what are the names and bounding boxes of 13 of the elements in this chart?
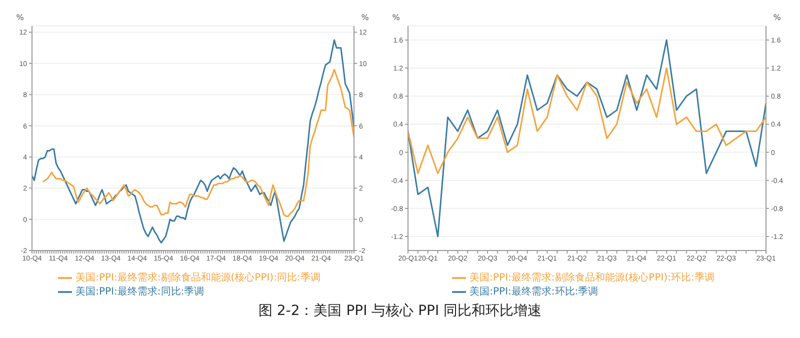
- line-series: [408, 67, 766, 174]
- text: 图 2-2：美国 PPI 与核心 PPI 同比和环比增速: [257, 302, 543, 320]
- y2-axis-title: %: [361, 13, 370, 22]
- line-series: [42, 68, 354, 217]
- legend-label: 美国:PPI:最终需求:剔除食品和能源(核心PPI):同比:季调: [76, 272, 320, 284]
- legend-label: 美国:PPI:最终需求:同比:季调: [76, 287, 204, 298]
- y-axis-title: %: [392, 13, 400, 22]
- line-series: [408, 39, 766, 238]
- y2-axis-title: %: [773, 13, 782, 22]
- line-series: [32, 39, 354, 244]
- y-axis-title: %: [16, 13, 24, 22]
- legend-label: 美国:PPI:最终需求:环比:季调: [470, 287, 598, 298]
- legend-label: 美国:PPI:最终需求:剔除食品和能源(核心PPI):环比:季调: [470, 272, 714, 284]
